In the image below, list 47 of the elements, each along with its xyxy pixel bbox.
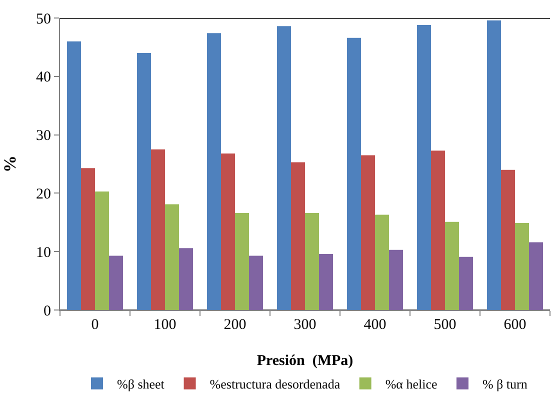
bar [347,38,361,310]
bar [67,41,81,310]
bar [445,222,459,310]
bar [235,213,249,310]
y-tick-label: 0 [44,303,51,320]
legend-label: %α helice [385,376,438,392]
bar [221,153,235,310]
y-tick-label: 20 [36,186,51,202]
x-tick-label: 0 [91,317,99,333]
bar [165,204,179,310]
bar [249,256,263,310]
bar [95,191,109,310]
bar [375,214,389,310]
bar [515,222,529,310]
bar [179,248,193,310]
bar [151,149,165,310]
y-tick-label: 40 [36,70,51,86]
bar [389,250,403,310]
bar [207,33,221,310]
bar [501,170,515,310]
y-tick-label: 50 [36,11,51,28]
y-tick-label: 10 [36,244,51,261]
bar [487,20,501,310]
legend-label: % β turn [482,376,528,392]
x-axis-title: Presión (MPa) [256,353,354,369]
x-tick-label: 100 [154,317,176,333]
y-tick-label: 30 [36,128,51,144]
bar [417,25,431,310]
bar [431,150,445,310]
bar [109,256,123,310]
bar [529,242,543,310]
x-tick-label: 600 [504,317,526,333]
x-tick-label: 200 [224,317,246,333]
bar [361,155,375,310]
x-tick-label: 500 [434,317,456,333]
bar [291,162,305,310]
bar [137,53,151,310]
bar [305,213,319,310]
x-tick-label: 400 [364,317,386,333]
x-tick-label: 300 [294,317,316,333]
bar [319,254,333,310]
y-axis-title: % [0,156,20,172]
legend-label: %β sheet [117,376,165,392]
bar [81,168,95,310]
bar [459,256,473,310]
legend-label: %estructura desordenada [210,376,340,392]
bar [277,26,291,310]
